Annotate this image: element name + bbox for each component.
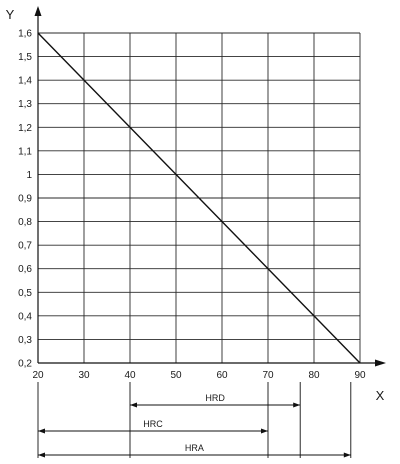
range-arrow-right <box>261 428 268 434</box>
x-tick-label: 40 <box>124 370 136 381</box>
x-tick-label: 70 <box>262 370 274 381</box>
x-axis-label: X <box>376 388 385 403</box>
y-tick-label: 1,3 <box>18 99 32 110</box>
range-arrow-right <box>343 452 351 458</box>
y-tick-label: 1,4 <box>18 76 32 87</box>
tick-labels: 20 30 40 50 60 70 80 90 0,2 0,3 0,4 0,5 0,6 0,7 0,8 0,9… <box>18 29 366 382</box>
y-tick-label: 1,2 <box>18 123 32 134</box>
y-tick-label: 1,5 <box>18 52 32 63</box>
range-arrow-left <box>38 452 45 458</box>
y-tick-label: 0,3 <box>18 335 32 346</box>
y-tick-label: 0,8 <box>18 217 32 228</box>
data-series <box>37 32 361 364</box>
range-label: HRD <box>205 393 225 403</box>
y-tick-label: 1 <box>26 170 32 181</box>
y-tick-label: 0,4 <box>18 311 32 322</box>
y-tick-label: 0,2 <box>18 359 32 370</box>
range-arrow-right <box>293 402 301 408</box>
y-axis-label: Y <box>6 7 15 22</box>
y-axis-arrow <box>34 6 42 16</box>
x-tick-label: 60 <box>216 370 228 381</box>
y-tick-label: 0,5 <box>18 288 32 299</box>
range-arrow-left <box>130 402 137 408</box>
x-tick-label: 20 <box>32 370 44 381</box>
scale-ranges: HRD HRC HRA <box>37 382 352 458</box>
x-tick-label: 80 <box>308 370 320 381</box>
y-tick-label: 0,7 <box>18 241 32 252</box>
y-tick-label: 1,1 <box>18 146 32 157</box>
x-tick-label: 50 <box>170 370 182 381</box>
x-tick-label: 30 <box>78 370 90 381</box>
range-arrow-left <box>38 428 45 434</box>
y-tick-label: 1,6 <box>18 29 32 40</box>
x-axis-arrow <box>375 359 386 367</box>
range-label: HRC <box>143 419 163 429</box>
y-tick-label: 0,6 <box>18 264 32 275</box>
axes <box>34 6 386 367</box>
series-line <box>37 32 361 364</box>
y-tick-label: 0,9 <box>18 194 32 205</box>
x-tick-label: 90 <box>354 370 366 381</box>
range-label: HRA <box>185 443 204 453</box>
